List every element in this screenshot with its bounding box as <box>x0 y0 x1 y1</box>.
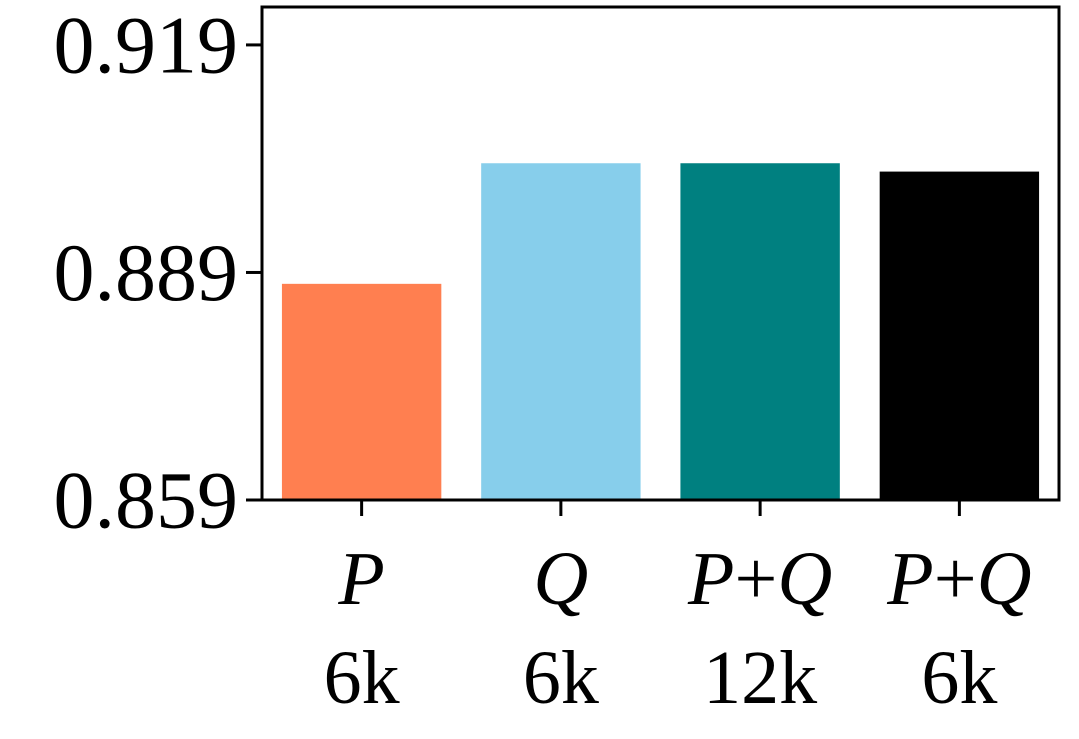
x-tick-label-series: P <box>337 537 384 621</box>
plus-sign: + <box>934 537 977 621</box>
series-symbol: Q <box>533 537 588 621</box>
x-tick-label-series: P+Q <box>687 537 832 621</box>
bar <box>879 171 1040 500</box>
y-tick-label: 0.889 <box>54 227 239 318</box>
y-tick-label: 0.859 <box>54 455 239 546</box>
x-tick-label-size: 6k <box>324 636 400 720</box>
series-symbol: Q <box>977 537 1032 621</box>
bar <box>281 283 442 500</box>
x-tick-label-size: 6k <box>523 636 599 720</box>
bar <box>481 163 641 500</box>
x-tick-label-series: P+Q <box>886 537 1031 621</box>
plot-frame <box>260 5 1061 502</box>
x-tick-label-size: 6k <box>921 636 997 720</box>
plus-sign: + <box>734 537 777 621</box>
series-symbol: P <box>886 537 933 621</box>
bars <box>281 163 1040 500</box>
x-tick-label-series: Q <box>533 537 588 621</box>
y-tick-label: 0.919 <box>54 0 239 90</box>
series-symbol: Q <box>777 537 832 621</box>
y-axis: 0.859 0.889 0.919 <box>54 0 262 546</box>
series-symbol: P <box>337 537 384 621</box>
series-symbol: P <box>687 537 734 621</box>
x-tick-label-size: 12k <box>703 636 817 720</box>
bar <box>680 163 840 500</box>
